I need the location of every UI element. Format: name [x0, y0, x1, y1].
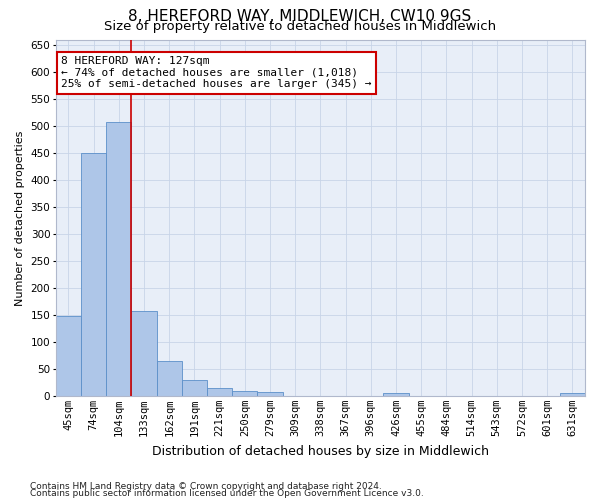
Bar	[56, 316, 81, 396]
Text: 8, HEREFORD WAY, MIDDLEWICH, CW10 9GS: 8, HEREFORD WAY, MIDDLEWICH, CW10 9GS	[128, 9, 472, 24]
Bar	[207, 388, 232, 396]
Text: Size of property relative to detached houses in Middlewich: Size of property relative to detached ho…	[104, 20, 496, 33]
Bar	[106, 122, 131, 396]
Bar	[81, 153, 106, 396]
X-axis label: Distribution of detached houses by size in Middlewich: Distribution of detached houses by size …	[152, 444, 489, 458]
Text: 8 HEREFORD WAY: 127sqm
← 74% of detached houses are smaller (1,018)
25% of semi-: 8 HEREFORD WAY: 127sqm ← 74% of detached…	[61, 56, 371, 89]
Bar	[157, 361, 182, 396]
Text: Contains public sector information licensed under the Open Government Licence v3: Contains public sector information licen…	[30, 489, 424, 498]
Bar	[131, 310, 157, 396]
Bar	[560, 393, 585, 396]
Bar	[182, 380, 207, 396]
Text: Contains HM Land Registry data © Crown copyright and database right 2024.: Contains HM Land Registry data © Crown c…	[30, 482, 382, 491]
Bar	[383, 393, 409, 396]
Y-axis label: Number of detached properties: Number of detached properties	[15, 130, 25, 306]
Bar	[232, 391, 257, 396]
Bar	[257, 392, 283, 396]
